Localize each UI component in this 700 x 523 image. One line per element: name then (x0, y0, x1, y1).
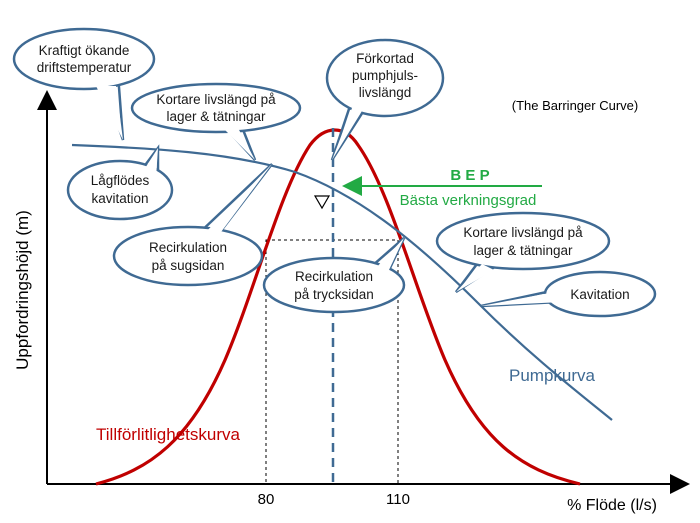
svg-text:Kortare livslängd på: Kortare livslängd på (463, 225, 583, 240)
x-tick-80: 80 (258, 491, 275, 508)
svg-text:Recirkulation: Recirkulation (295, 269, 373, 284)
bep-subtitle: Bästa verkningsgrad (400, 192, 537, 209)
reliability-curve (95, 128, 581, 486)
callout-pumphjul: Förkortad pumphjuls- livslängd (325, 38, 445, 161)
svg-text:kavitation: kavitation (91, 191, 148, 206)
callout-livslangd-left: Kortare livslängd på lager & tätningar (130, 82, 302, 161)
svg-text:Recirkulation: Recirkulation (149, 240, 227, 255)
pump-curve (71, 143, 613, 421)
callout-driftstemperatur: Kraftigt ökande driftstemperatur (12, 27, 156, 141)
x-axis-label: % Flöde (l/s) (567, 497, 657, 514)
svg-text:Kortare livslängd på: Kortare livslängd på (156, 92, 276, 107)
svg-text:driftstemperatur: driftstemperatur (37, 60, 132, 75)
callout-livslangd-right: Kortare livslängd på lager & tätningar (435, 211, 611, 294)
callout-recirk-sug: Recirkulation på sugsidan (112, 163, 273, 287)
svg-text:pumphjuls-: pumphjuls- (352, 68, 418, 83)
y-axis-label: Uppfordringshöjd (m) (13, 210, 32, 370)
svg-text:Förkortad: Förkortad (356, 51, 414, 66)
bep-label: B E P (450, 167, 489, 184)
callout-recirk-tryck: Recirkulation på trycksidan (262, 237, 406, 314)
svg-text:på trycksidan: på trycksidan (294, 287, 374, 302)
title-note: (The Barringer Curve) (512, 98, 638, 113)
x-tick-110: 110 (386, 491, 410, 508)
pump-curve-label: Pumpkurva (509, 366, 596, 385)
callout-kavitation: Kavitation (480, 270, 657, 318)
svg-text:livslängd: livslängd (359, 85, 412, 100)
reliability-curve-label: Tillförlitlighetskurva (96, 425, 240, 444)
callout-lagflodes: Lågflödes kavitation (66, 144, 174, 221)
svg-text:Kavitation: Kavitation (570, 287, 629, 302)
svg-text:på sugsidan: på sugsidan (152, 258, 225, 273)
svg-text:Lågflödes: Lågflödes (91, 173, 150, 188)
svg-text:Kraftigt ökande: Kraftigt ökande (39, 43, 130, 58)
bep-marker-icon (313, 195, 331, 210)
svg-text:lager & tätningar: lager & tätningar (166, 109, 266, 124)
svg-text:lager & tätningar: lager & tätningar (473, 243, 573, 258)
